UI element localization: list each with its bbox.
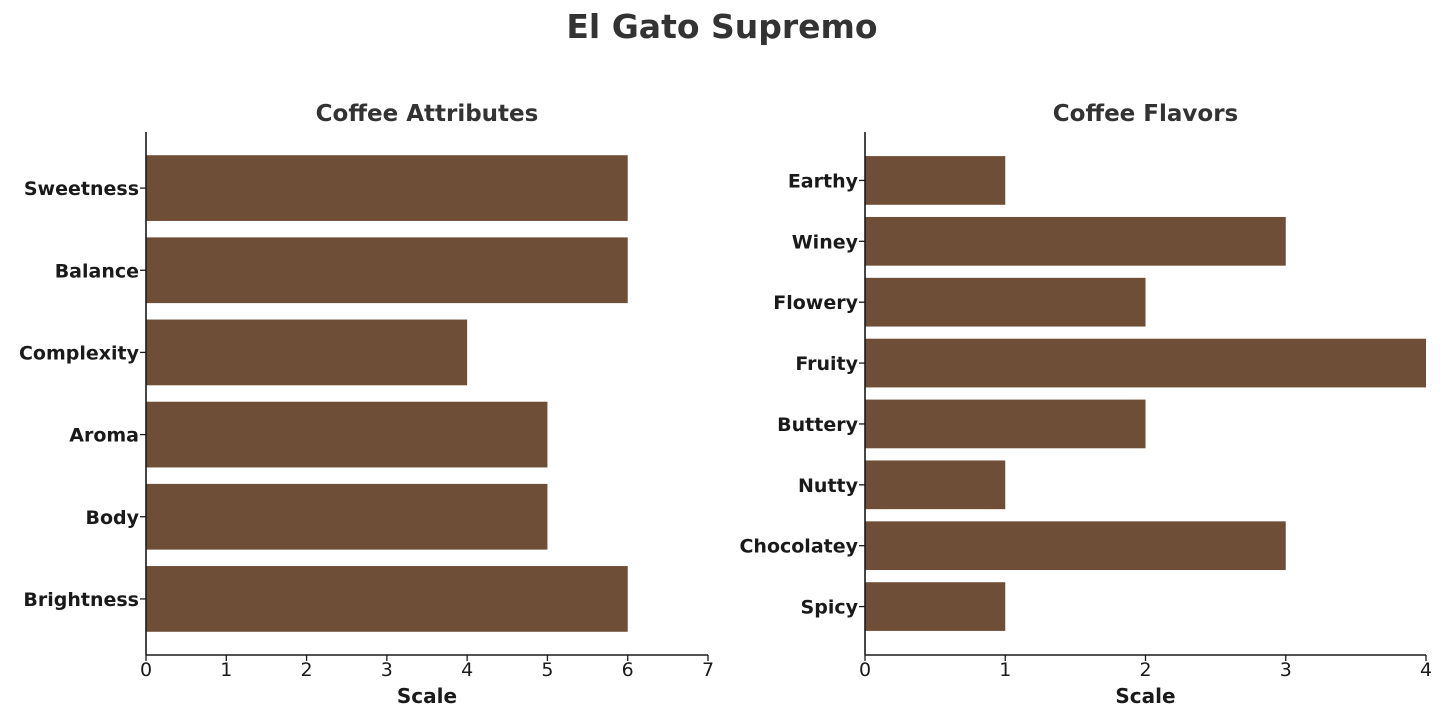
- bar-buttery: [865, 399, 1146, 449]
- chart-coffee-flavors: Coffee Flavors Earthy Winey Flowery Fruity Bu…: [739, 101, 1432, 708]
- category-label-spicy: Spicy: [801, 597, 859, 619]
- x-tick-label: 2: [301, 659, 313, 681]
- category-label-chocolatey: Chocolatey: [739, 536, 858, 558]
- x-tick-label: 4: [461, 659, 473, 681]
- x-tick-label: 7: [702, 659, 714, 681]
- bar-complexity: [146, 319, 468, 386]
- x-tick-label: 3: [1280, 659, 1292, 681]
- bar-balance: [146, 237, 628, 304]
- category-label-balance: Balance: [55, 260, 139, 282]
- category-label-aroma: Aroma: [69, 425, 139, 447]
- bar-sweetness: [146, 155, 628, 221]
- bar-spicy: [865, 582, 1006, 631]
- category-label-nutty: Nutty: [798, 475, 859, 497]
- bar-nutty: [865, 460, 1006, 510]
- category-label-complexity: Complexity: [19, 342, 140, 364]
- x-tick-label: 6: [622, 659, 634, 681]
- bar-brightness: [146, 566, 628, 632]
- x-tick-label: 1: [220, 659, 232, 681]
- x-axis-label: Scale: [1115, 684, 1175, 708]
- category-label-buttery: Buttery: [777, 414, 858, 436]
- category-label-brightness: Brightness: [23, 589, 139, 611]
- category-label-body: Body: [85, 507, 139, 529]
- chart-title: Coffee Attributes: [316, 101, 539, 127]
- bar-winey: [865, 216, 1286, 266]
- x-tick-label: 5: [541, 659, 553, 681]
- x-axis-label: Scale: [397, 684, 457, 708]
- bar-fruity: [865, 338, 1426, 388]
- chart-title: Coffee Flavors: [1053, 101, 1238, 127]
- category-label-fruity: Fruity: [795, 353, 858, 375]
- category-label-winey: Winey: [792, 231, 859, 253]
- chart-coffee-attributes: Coffee Attributes Sweetness Balance Complex…: [19, 101, 714, 708]
- x-tick-label: 2: [1139, 659, 1151, 681]
- bar-earthy: [865, 156, 1006, 205]
- category-label-sweetness: Sweetness: [24, 178, 139, 200]
- x-tick-label: 1: [999, 659, 1011, 681]
- category-label-flowery: Flowery: [773, 292, 858, 314]
- bar-body: [146, 483, 548, 550]
- x-tick-label: 0: [140, 659, 152, 681]
- x-tick-label: 3: [381, 659, 393, 681]
- x-tick-label: 0: [859, 659, 871, 681]
- category-label-earthy: Earthy: [788, 170, 859, 192]
- bar-aroma: [146, 401, 548, 468]
- bar-chocolatey: [865, 521, 1286, 571]
- bar-flowery: [865, 277, 1146, 327]
- x-tick-label: 4: [1420, 659, 1432, 681]
- figure-title: El Gato Supremo: [566, 7, 877, 46]
